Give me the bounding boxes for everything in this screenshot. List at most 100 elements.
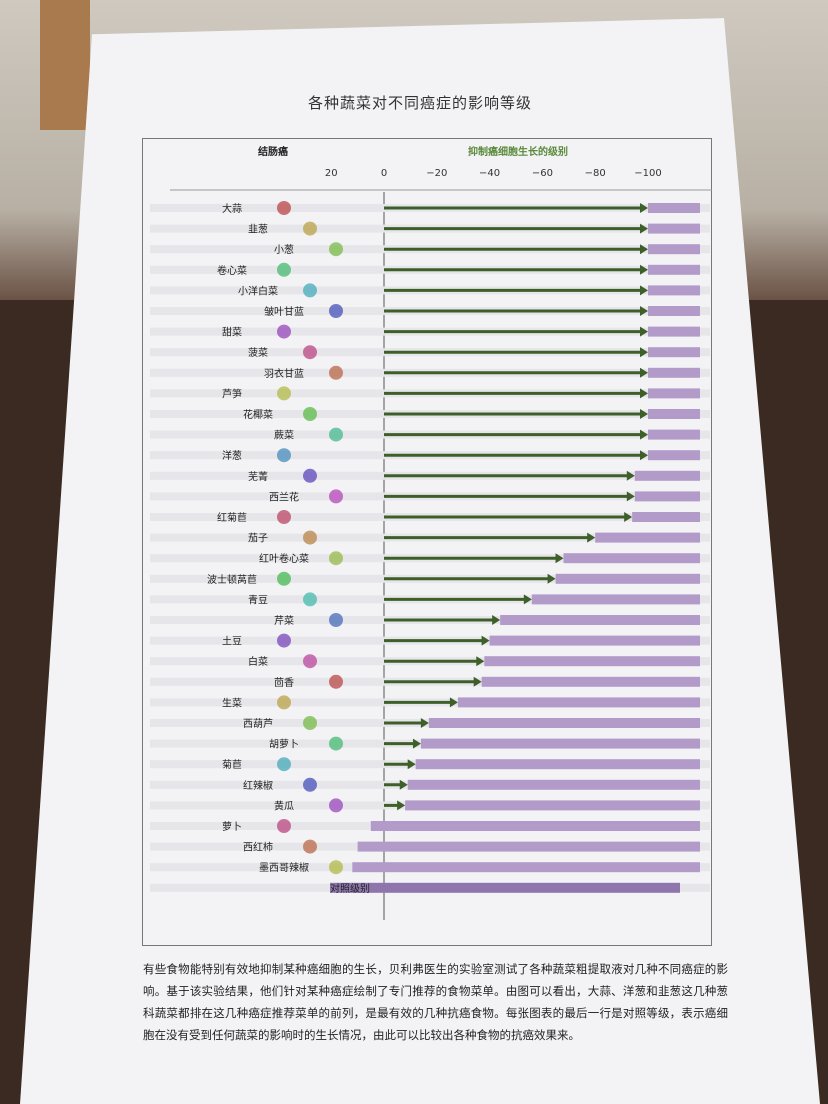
arrow-head	[492, 615, 501, 625]
vegetable-illustration	[329, 613, 343, 627]
vegetable-illustration	[329, 736, 343, 751]
category-label: 芜菁	[248, 470, 268, 483]
arrow-head	[640, 429, 648, 440]
category-label: 土豆	[222, 635, 242, 648]
growth-bar	[648, 367, 700, 378]
category-label: 红菊苣	[217, 511, 247, 524]
growth-bar	[500, 615, 700, 625]
arrow-head	[473, 676, 482, 687]
category-label: 皱叶甘蓝	[264, 305, 304, 318]
arrow-head	[640, 347, 648, 358]
vegetable-illustration	[303, 407, 317, 421]
growth-bar	[405, 800, 700, 811]
chart-subtitle: 抑制癌细胞生长的级别	[468, 145, 568, 158]
vegetable-illustration	[329, 242, 343, 257]
category-label: 花椰菜	[243, 408, 273, 421]
vegetable-illustration	[303, 345, 317, 360]
growth-bar	[352, 862, 700, 873]
vegetable-illustration	[277, 819, 291, 833]
growth-bar	[648, 264, 700, 275]
vegetable-illustration	[277, 695, 291, 710]
control-bar	[330, 882, 680, 893]
category-label: 胡萝卜	[269, 738, 299, 751]
arrow-head	[626, 470, 635, 481]
x-tick-label: −20	[426, 168, 447, 179]
vegetable-illustration	[329, 551, 343, 566]
vegetable-illustration	[329, 365, 343, 380]
growth-bar	[370, 821, 700, 831]
category-label: 茄子	[248, 532, 268, 545]
category-label: 卷心菜	[217, 264, 247, 277]
category-label: 西兰花	[269, 490, 299, 503]
vegetable-illustration	[303, 777, 317, 792]
vegetable-illustration	[303, 468, 317, 483]
category-label: 羽衣甘蓝	[264, 367, 304, 380]
vegetable-illustration	[277, 633, 291, 648]
vegetable-illustration	[277, 262, 291, 277]
category-label: 甜菜	[222, 326, 242, 339]
growth-bar	[648, 244, 700, 255]
category-label: 红辣椒	[243, 779, 273, 792]
arrow-head	[412, 738, 421, 749]
vegetable-illustration	[303, 592, 317, 607]
background-door	[40, 0, 90, 130]
vegetable-illustration	[329, 304, 343, 318]
page-title: 各种蔬菜对不同癌症的影响等级	[307, 94, 532, 112]
arrow-head	[640, 223, 648, 234]
arrow-head	[407, 759, 416, 770]
vegetable-illustration	[329, 860, 343, 875]
category-label: 芹菜	[274, 615, 294, 627]
arrow-head	[626, 491, 635, 502]
vegetable-illustration	[303, 283, 317, 298]
growth-bar	[457, 697, 700, 708]
growth-bar	[648, 285, 700, 296]
vegetable-illustration	[277, 386, 291, 401]
vegetable-illustration	[303, 221, 317, 236]
vegetable-illustration	[277, 757, 291, 772]
category-label: 小葱	[274, 244, 294, 256]
arrow-head	[547, 573, 556, 584]
vegetable-illustration	[277, 201, 291, 215]
growth-bar	[634, 470, 700, 481]
growth-bar	[648, 203, 700, 213]
vegetable-illustration	[277, 324, 291, 339]
vegetable-illustration	[303, 839, 317, 854]
arrow-head	[523, 594, 532, 605]
category-label: 萝卜	[222, 821, 242, 833]
growth-bar	[648, 450, 700, 461]
category-label: 菊苣	[222, 759, 242, 771]
arrow-head	[640, 285, 648, 296]
growth-bar	[357, 841, 700, 852]
growth-bar	[648, 223, 700, 234]
arrow-head	[397, 800, 406, 811]
arrow-head	[640, 203, 648, 213]
arrow-head	[640, 409, 648, 419]
category-label: 西红柿	[243, 841, 273, 854]
category-label: 白菜	[248, 655, 268, 668]
x-tick-label: 20	[325, 168, 338, 179]
x-tick-label: 0	[381, 168, 387, 179]
category-label: 青豆	[248, 593, 268, 606]
x-tick-label: −40	[479, 168, 500, 179]
arrow-head	[640, 450, 648, 461]
growth-bar	[632, 512, 700, 522]
chart-frame	[142, 138, 712, 946]
vegetable-illustration	[277, 510, 291, 524]
arrow-head	[476, 656, 485, 667]
panel-label: 结肠癌	[258, 145, 288, 158]
vegetable-illustration	[277, 448, 291, 463]
category-label: 蕨菜	[274, 430, 294, 442]
x-tick-label: −60	[532, 168, 553, 179]
category-label: 黄瓜	[274, 799, 294, 812]
category-label: 红叶卷心菜	[259, 552, 309, 565]
vegetable-illustration	[277, 571, 291, 586]
arrow-head	[399, 779, 408, 790]
arrow-head	[640, 244, 648, 255]
arrow-head	[481, 635, 490, 646]
category-label: 韭葱	[248, 224, 268, 236]
category-label: 生菜	[222, 696, 242, 709]
category-label: 西葫芦	[243, 718, 273, 730]
category-label: 大蒜	[222, 202, 242, 215]
growth-bar	[555, 573, 700, 584]
